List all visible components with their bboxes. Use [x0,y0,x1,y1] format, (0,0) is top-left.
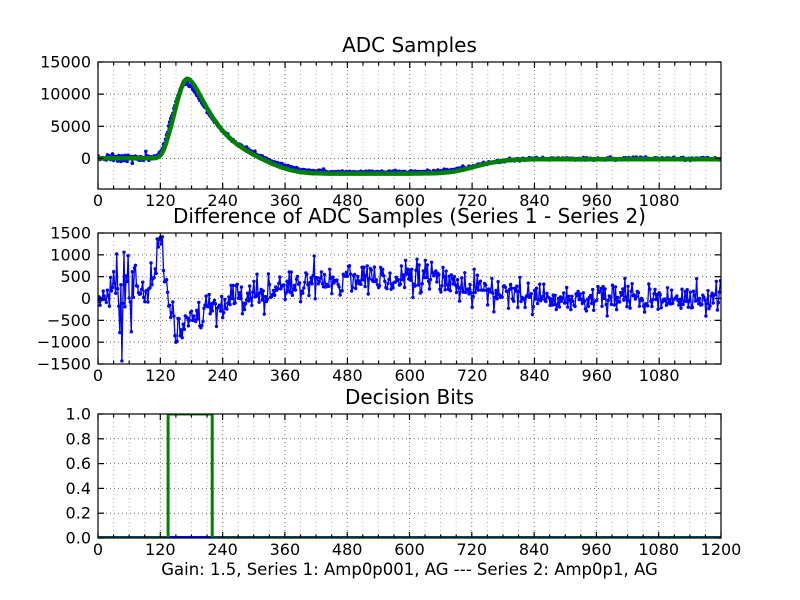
x-tick-label: 120 [145,540,176,559]
y-tick-label: −1500 [37,355,91,374]
x-tick-label: 840 [519,191,550,210]
y-tick-label: 1.0 [66,405,91,424]
x-tick-label: 120 [145,191,176,210]
figure-xlabel: Gain: 1.5, Series 1: Amp0p001, AG --- Se… [161,560,658,579]
y-tick-label: 0 [81,149,91,168]
x-tick-label: 480 [332,366,363,385]
y-tick-label: 1000 [50,245,91,264]
x-tick-label: 0 [93,191,103,210]
y-tick-label: 0.2 [66,504,91,523]
x-tick-label: 240 [207,366,238,385]
x-tick-label: 600 [394,540,425,559]
plot-1: 0 120 240 360 480 600 720 840 960 1080 1500 1000 500… [37,224,722,385]
x-tick-label: 1080 [639,191,680,210]
x-tick-label: 480 [332,540,363,559]
y-tick-label: 0.0 [66,529,91,548]
x-tick-label: 600 [394,191,425,210]
x-tick-label: 960 [581,540,612,559]
plot-2: 0 120 240 360 480 600 720 840 960 1080 1200 1.0 0.8 0… [66,405,742,560]
y-tick-label: −1000 [37,333,91,352]
x-tick-label: 360 [270,540,301,559]
y-tick-label: 0.6 [66,454,91,473]
x-tick-label: 720 [457,366,488,385]
y-tick-label: 10000 [40,85,91,104]
y-tick-label: 0.8 [66,429,91,448]
x-tick-label: 960 [582,366,613,385]
x-tick-label: 840 [519,540,550,559]
y-tick-label: 500 [60,267,91,286]
x-tick-label: 1080 [639,366,680,385]
y-tick-label: 0 [81,289,91,308]
y-tick-label: 1500 [50,224,91,243]
y-tick-label: 15000 [40,53,91,72]
x-tick-label: 360 [270,191,301,210]
x-tick-label: 600 [394,366,425,385]
x-tick-label: 240 [207,540,238,559]
plot2-title: Difference of ADC Samples (Series 1 - Se… [173,204,646,228]
y-tick-label: −500 [47,311,91,330]
x-tick-label: 360 [270,366,301,385]
x-tick-label: 720 [457,191,488,210]
x-tick-label: 480 [332,191,363,210]
x-tick-label: 0 [93,366,103,385]
x-tick-label: 840 [519,366,550,385]
x-tick-label: 960 [582,191,613,210]
x-tick-label: 1200 [701,540,742,559]
y-tick-label: 5000 [50,117,91,136]
x-tick-label: 720 [457,540,488,559]
plot-0: 0 120 240 360 480 600 720 840 960 1080 15000 10000 5… [40,53,722,210]
plot1-title: ADC Samples [342,33,477,57]
difference-series [98,235,721,363]
x-tick-label: 240 [207,191,238,210]
x-tick-label: 0 [93,540,103,559]
plot3-title: Decision Bits [344,385,475,409]
x-tick-label: 120 [145,366,176,385]
y-tick-label: 0.4 [66,479,91,498]
decision-bits-series-2 [98,414,721,538]
series-2-adc [98,76,721,176]
x-tick-label: 1080 [638,540,679,559]
